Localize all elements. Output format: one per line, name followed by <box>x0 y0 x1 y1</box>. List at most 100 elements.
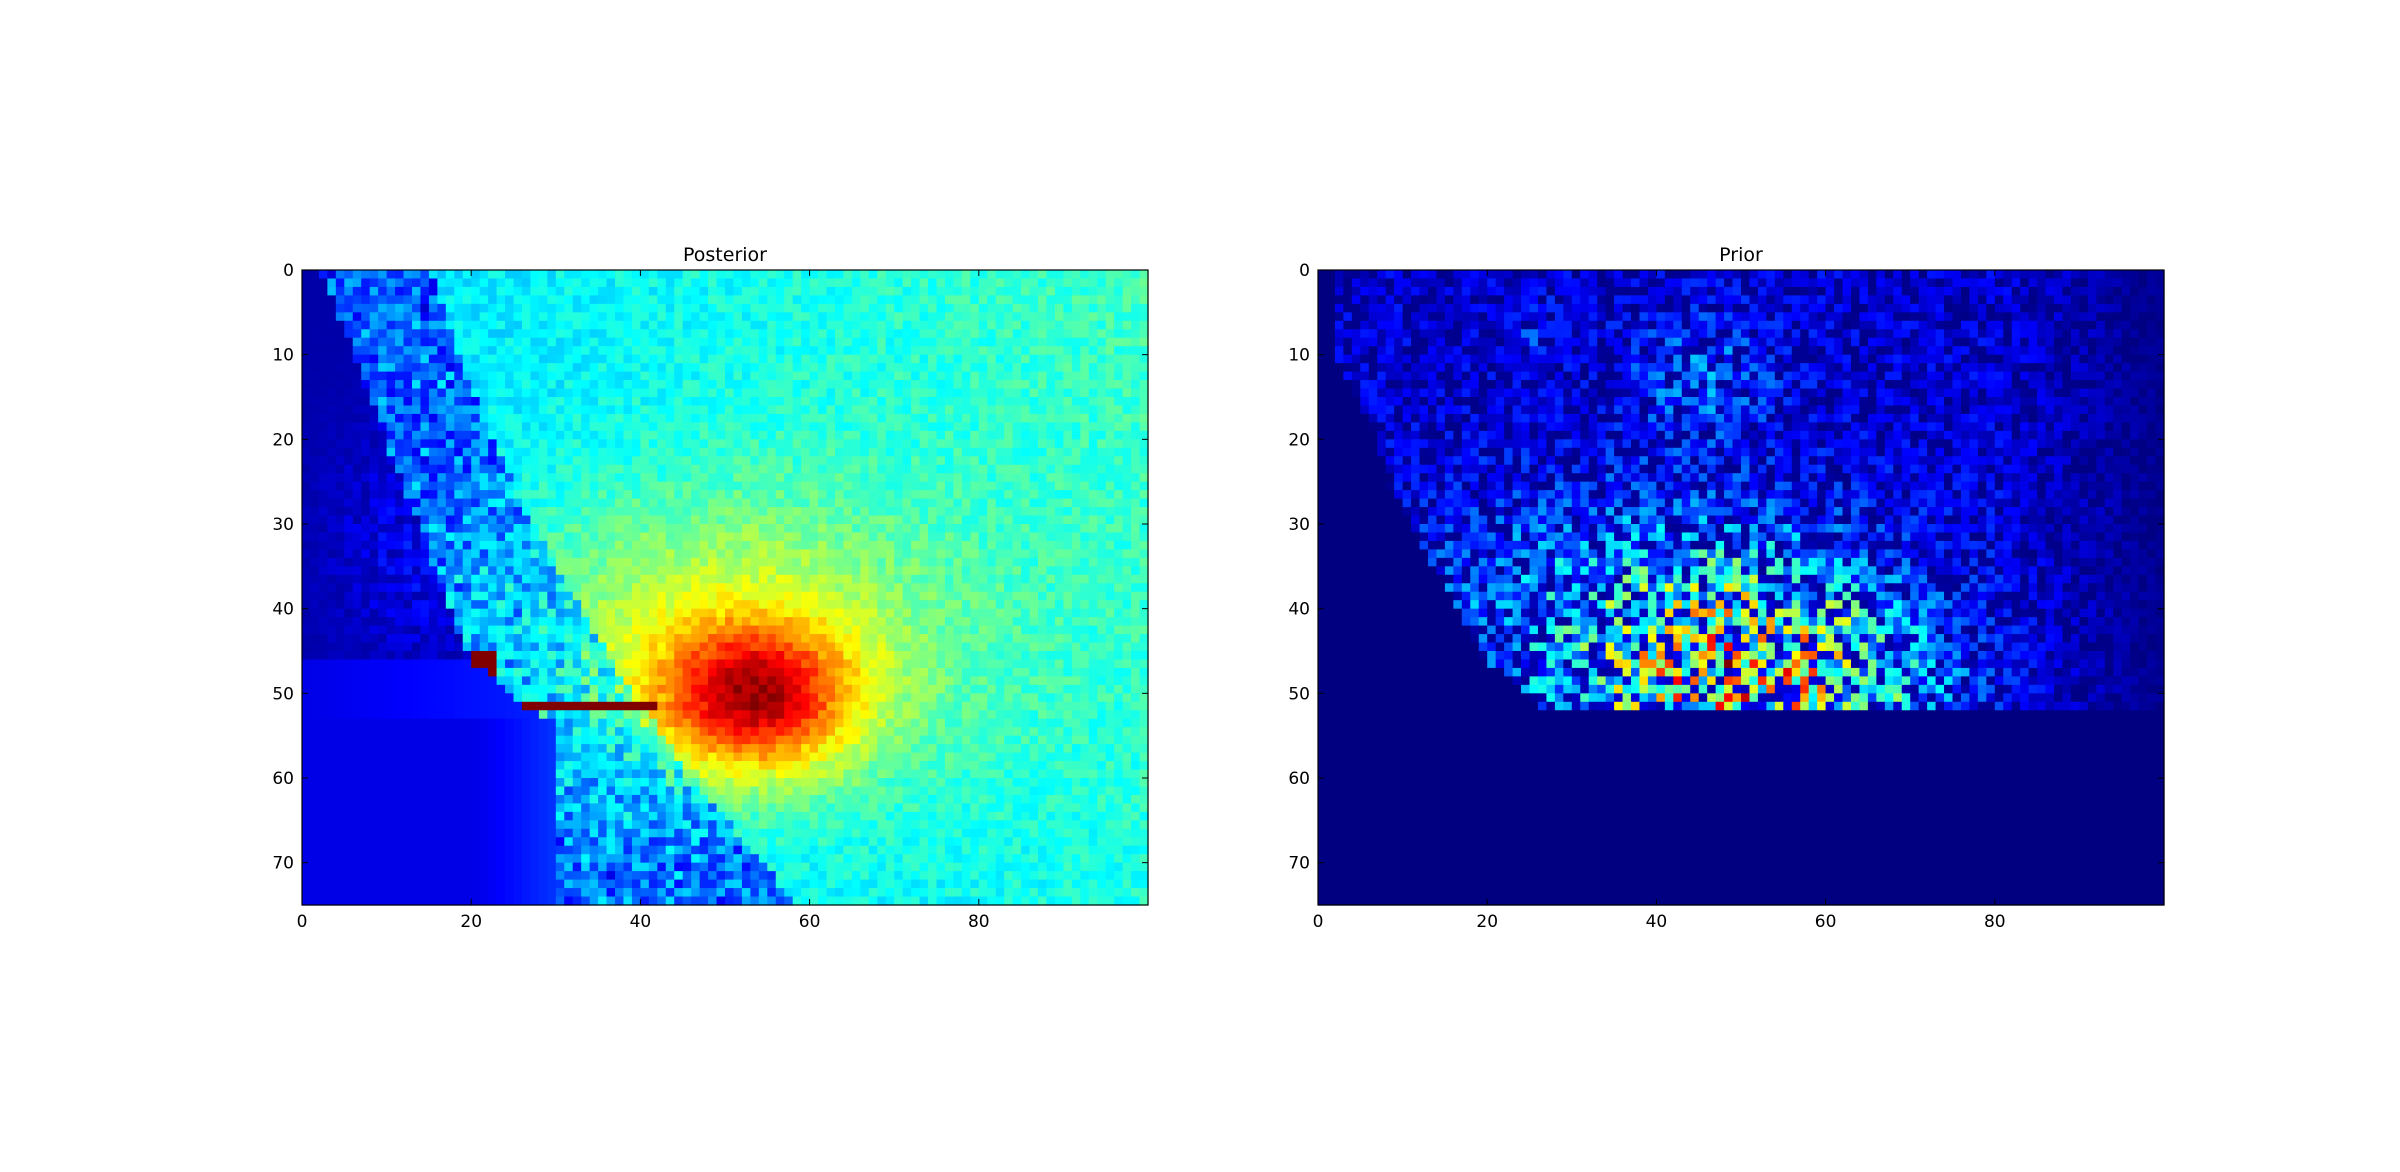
heatmap-cell <box>428 676 438 686</box>
heatmap-cell <box>826 524 836 534</box>
heatmap-cell <box>479 456 489 466</box>
heatmap-cell <box>928 388 938 398</box>
heatmap-cell <box>919 397 929 407</box>
heatmap-cell <box>1131 397 1141 407</box>
heatmap-cell <box>1105 490 1115 500</box>
heatmap-cell <box>911 278 921 288</box>
heatmap-cell <box>758 507 768 517</box>
heatmap-cell <box>1105 507 1115 517</box>
heatmap-cell <box>547 507 557 517</box>
heatmap-cell <box>598 634 608 644</box>
heatmap-cell <box>386 684 396 694</box>
heatmap-cell <box>1131 566 1141 576</box>
heatmap-cell <box>378 430 388 440</box>
heatmap-cell <box>598 439 608 449</box>
heatmap-cell <box>708 532 718 542</box>
heatmap-cell <box>995 591 1005 601</box>
heatmap-cell <box>953 540 963 550</box>
heatmap-cell <box>1105 659 1115 669</box>
heatmap-cell <box>471 524 481 534</box>
heatmap-cell <box>834 642 845 652</box>
heatmap-cell <box>327 312 337 322</box>
heatmap-cell <box>318 270 328 280</box>
heatmap-cell <box>1139 676 1149 686</box>
heatmap-cell <box>310 388 320 398</box>
heatmap-cell <box>403 540 413 550</box>
heatmap-cell <box>335 329 345 339</box>
heatmap-cell <box>741 380 751 390</box>
heatmap-cell <box>648 617 658 627</box>
heatmap-cell <box>589 337 599 347</box>
heatmap-cell <box>708 481 718 491</box>
heatmap-cell <box>589 422 599 432</box>
heatmap-cell <box>741 371 751 381</box>
heatmap-cell <box>978 651 988 661</box>
heatmap-cell <box>775 515 785 525</box>
heatmap-cell <box>826 625 836 635</box>
heatmap-cell <box>657 540 667 550</box>
heatmap-cell <box>894 684 904 694</box>
heatmap-cell <box>699 447 709 457</box>
heatmap-cell <box>369 312 379 322</box>
heatmap-cell <box>555 464 565 474</box>
heatmap-cell <box>928 363 938 373</box>
heatmap-cell <box>606 574 616 584</box>
heatmap-cell <box>479 270 489 280</box>
heatmap-cell <box>843 278 853 288</box>
heatmap-cell <box>1097 405 1107 415</box>
heatmap-cell <box>437 320 447 330</box>
heatmap-cell <box>1004 286 1014 296</box>
heatmap-cell <box>598 430 608 440</box>
heatmap-cell <box>1131 337 1141 347</box>
heatmap-cell <box>860 413 870 423</box>
heatmap-cell <box>302 625 312 635</box>
heatmap-cell <box>302 447 312 457</box>
heatmap-cell <box>877 507 887 517</box>
heatmap-cell <box>843 524 853 534</box>
heatmap-cell <box>386 481 396 491</box>
heatmap-cell <box>1054 566 1064 576</box>
heatmap-cell <box>987 524 997 534</box>
heatmap-cell <box>386 617 396 627</box>
heatmap-cell <box>327 286 337 296</box>
heatmap-cell <box>488 557 498 567</box>
heatmap-cell <box>1046 642 1056 652</box>
heatmap-cell <box>327 270 337 280</box>
heatmap-cell <box>928 566 938 576</box>
heatmap-cell <box>987 464 997 474</box>
heatmap-cell <box>564 481 574 491</box>
heatmap-cell <box>428 600 438 610</box>
heatmap-cell <box>411 397 422 407</box>
heatmap-cell <box>725 515 735 525</box>
heatmap-cell <box>505 439 515 449</box>
heatmap-cell <box>682 574 692 584</box>
heatmap-cell <box>386 329 396 339</box>
heatmap-cell <box>538 591 548 601</box>
heatmap-cell <box>589 303 599 313</box>
heatmap-cell <box>767 295 777 305</box>
heatmap-cell <box>344 464 354 474</box>
heatmap-cell <box>970 684 980 694</box>
heatmap-cell <box>758 371 768 381</box>
heatmap-cell <box>1131 363 1141 373</box>
heatmap-cell <box>454 337 464 347</box>
heatmap-cell <box>1122 591 1132 601</box>
heatmap-cell <box>691 507 701 517</box>
heatmap-cell <box>564 515 574 525</box>
heatmap-cell <box>970 363 980 373</box>
heatmap-cell <box>843 667 853 677</box>
heatmap-cell <box>648 676 658 686</box>
heatmap-cell <box>361 354 371 364</box>
heatmap-cell <box>572 270 582 280</box>
heatmap-cell <box>640 405 650 415</box>
heatmap-cell <box>361 583 371 593</box>
heatmap-cell <box>868 490 878 500</box>
heatmap-cell <box>555 676 565 686</box>
heatmap-cell <box>564 549 574 559</box>
heatmap-cell <box>648 659 658 669</box>
heatmap-cell <box>1071 422 1081 432</box>
heatmap-cell <box>902 608 912 618</box>
heatmap-cell <box>428 490 438 500</box>
heatmap-cell <box>665 430 675 440</box>
